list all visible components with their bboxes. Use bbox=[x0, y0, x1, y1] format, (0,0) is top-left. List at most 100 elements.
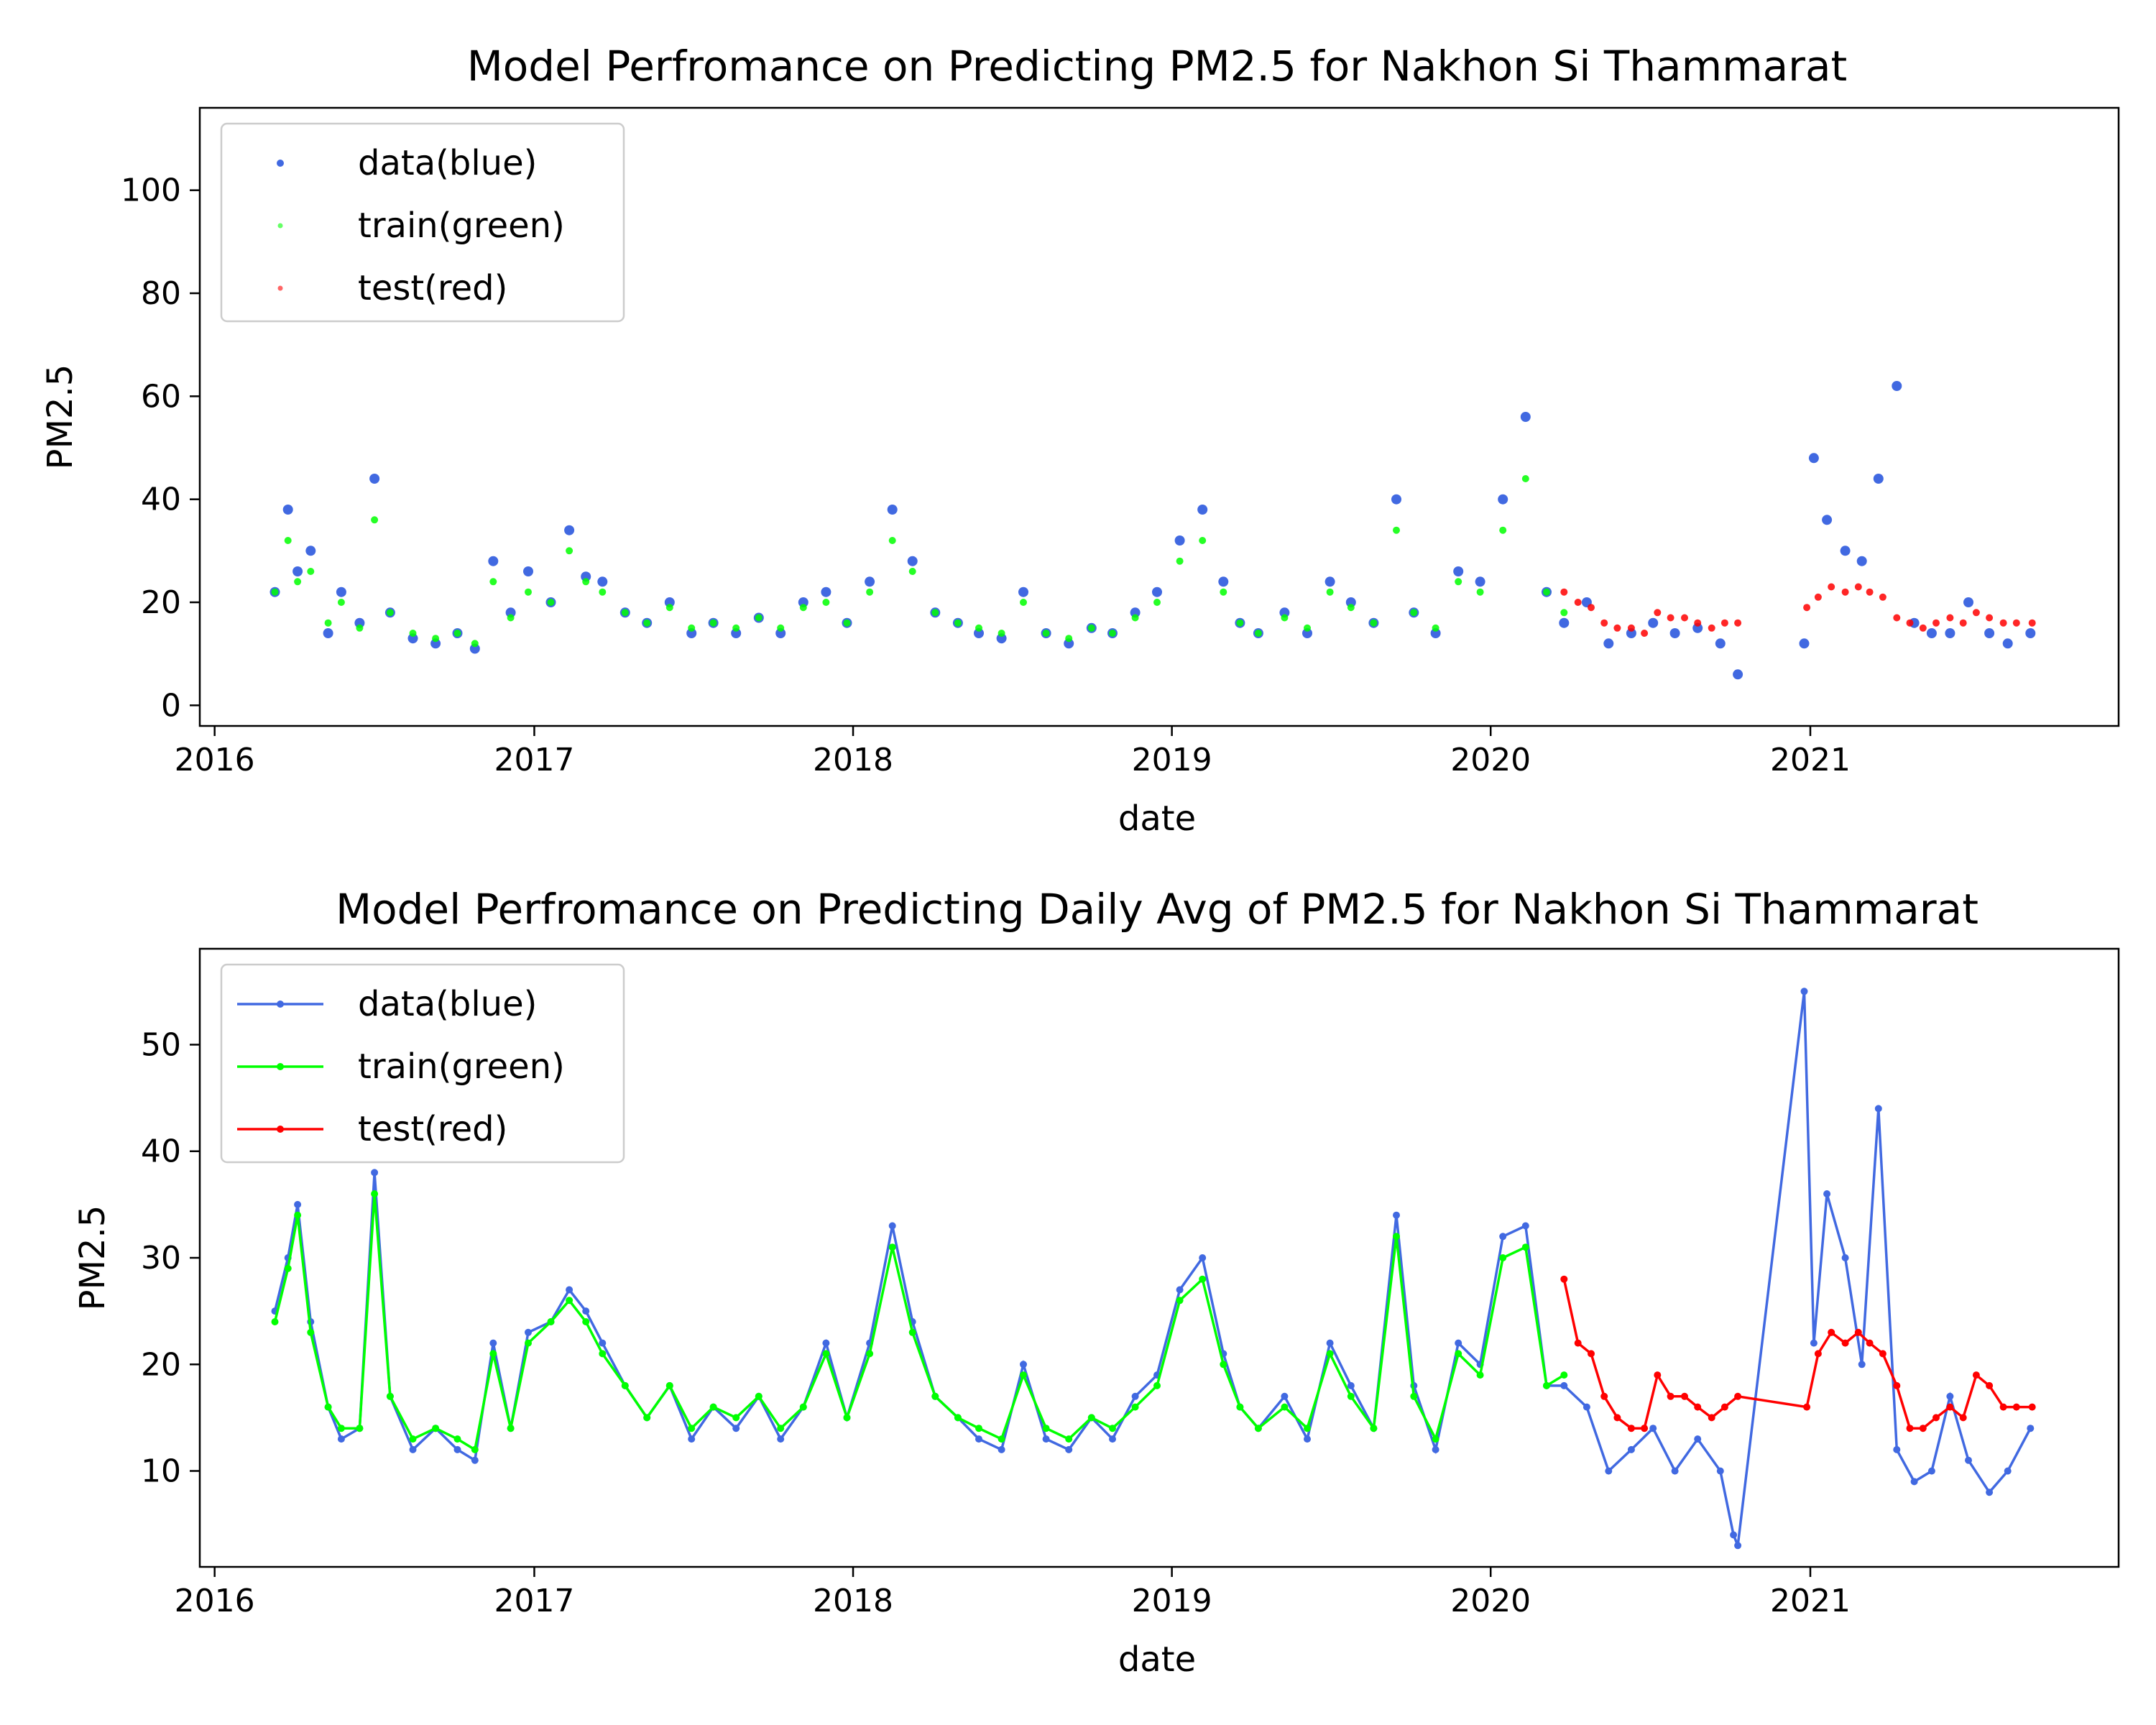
chart-top-point-test bbox=[1560, 588, 1568, 596]
chart-top-point-train bbox=[975, 624, 982, 632]
chart-bottom-legend-box bbox=[220, 963, 625, 1164]
chart-bottom-marker-train bbox=[582, 1318, 590, 1325]
chart-bottom-marker-test bbox=[1600, 1392, 1608, 1400]
chart-bottom-marker-train bbox=[294, 1211, 302, 1219]
chart-bottom-marker-train bbox=[1220, 1361, 1227, 1368]
chart-bottom-marker-train bbox=[1543, 1381, 1550, 1389]
chart-top-point-data bbox=[996, 633, 1007, 644]
chart-top-ytick-label: 0 bbox=[161, 687, 181, 724]
chart-top-xtick-label: 2018 bbox=[813, 742, 893, 778]
chart-bottom-marker-train bbox=[1042, 1425, 1050, 1432]
chart-top-point-train bbox=[1236, 619, 1244, 627]
chart-bottom-marker-data bbox=[1810, 1339, 1818, 1347]
chart-top-point-train bbox=[954, 619, 962, 627]
chart-bottom-marker-data bbox=[1946, 1392, 1954, 1400]
chart-bottom-legend-label-data: data(blue) bbox=[358, 984, 537, 1024]
chart-bottom-marker-data bbox=[1841, 1254, 1849, 1261]
chart-bottom-marker-data bbox=[1020, 1361, 1027, 1368]
chart-top-point-data bbox=[686, 628, 697, 638]
chart-top-legend-marker-test bbox=[277, 285, 283, 291]
chart-top-point-data bbox=[469, 643, 480, 654]
chart-bottom-xtick-label: 2021 bbox=[1770, 1583, 1851, 1619]
chart-bottom-marker-test bbox=[1959, 1414, 1967, 1422]
chart-top-point-data bbox=[1669, 628, 1680, 638]
chart-bottom-xtick-label: 2016 bbox=[175, 1583, 255, 1619]
chart-bottom-series-train bbox=[271, 1190, 1568, 1453]
chart-top-point-data bbox=[1648, 617, 1659, 628]
chart-top-point-train bbox=[432, 635, 440, 643]
chart-top-point-train bbox=[1370, 619, 1378, 627]
chart-top-point-data bbox=[1174, 535, 1185, 546]
chart-top-point-train bbox=[1065, 635, 1073, 643]
chart-bottom-marker-test bbox=[1803, 1403, 1811, 1411]
chart-top-point-data bbox=[1391, 494, 1401, 505]
chart-bottom-marker-train bbox=[866, 1350, 874, 1358]
chart-top-point-test bbox=[1932, 619, 1940, 627]
chart-top-point-data bbox=[1892, 381, 1902, 391]
chart-top-point-train bbox=[1326, 588, 1334, 596]
chart-bottom-marker-data bbox=[1393, 1211, 1400, 1219]
chart-top-point-data bbox=[1799, 638, 1810, 649]
chart-top-legend: data(blue) train(green) test(red) bbox=[220, 122, 625, 323]
chart-top-point-test bbox=[1879, 593, 1886, 601]
chart-bottom-marker-train bbox=[843, 1414, 851, 1422]
chart-top-point-data bbox=[775, 628, 786, 638]
chart-bottom-marker-data bbox=[1583, 1403, 1590, 1411]
chart-bottom-marker-test bbox=[1681, 1392, 1688, 1400]
chart-bottom-marker-test bbox=[1841, 1339, 1849, 1347]
chart-top-ytick-label: 20 bbox=[141, 584, 181, 621]
chart-top-point-data bbox=[323, 628, 333, 638]
chart-top-point-data bbox=[305, 546, 316, 556]
chart-top-point-data bbox=[1520, 412, 1531, 422]
chart-bottom-marker-data bbox=[1986, 1489, 1994, 1496]
chart-bottom-marker-data bbox=[2004, 1467, 2012, 1475]
chart-top-point-test bbox=[1893, 614, 1901, 622]
chart-top-point-train bbox=[1432, 624, 1439, 632]
chart-top-point-train bbox=[732, 624, 740, 632]
chart-bottom-marker-train bbox=[1560, 1371, 1568, 1379]
chart-bottom-ytick-label: 50 bbox=[141, 1026, 181, 1063]
chart-top-point-data bbox=[1430, 628, 1441, 638]
chart-top-point-test bbox=[1866, 588, 1874, 596]
chart-top-point-train bbox=[1109, 630, 1116, 637]
chart-top-point-train bbox=[566, 547, 573, 555]
chart-top-point-data bbox=[354, 617, 365, 628]
chart-top-point-train bbox=[1347, 604, 1355, 612]
chart-top-point-data bbox=[821, 586, 831, 597]
chart-bottom-marker-data bbox=[582, 1307, 590, 1315]
chart-top-point-data bbox=[2002, 638, 2013, 649]
chart-top-point-train bbox=[371, 516, 379, 524]
chart-top-point-data bbox=[581, 571, 591, 582]
chart-top-point-test bbox=[1654, 609, 1662, 617]
chart-bottom-marker-train bbox=[732, 1414, 740, 1422]
chart-top-point-data bbox=[1715, 638, 1726, 649]
chart-bottom-legend-label-test: test(red) bbox=[358, 1109, 507, 1149]
chart-top-title: Model Perfromance on Predicting PM2.5 fo… bbox=[467, 42, 1848, 91]
chart-bottom-marker-train bbox=[1199, 1275, 1207, 1283]
chart-top-point-data bbox=[2025, 628, 2036, 638]
chart-top-ytick-label: 80 bbox=[141, 275, 181, 312]
chart-top-point-data bbox=[1822, 515, 1833, 525]
chart-bottom-marker-train bbox=[1455, 1350, 1462, 1358]
chart-top-point-data bbox=[731, 628, 742, 638]
chart-bottom-marker-train bbox=[566, 1297, 573, 1305]
chart-top-point-data bbox=[887, 505, 898, 515]
chart-top-point-train bbox=[998, 630, 1005, 637]
chart-bottom-marker-data bbox=[1858, 1361, 1866, 1368]
chart-top-point-data bbox=[1626, 628, 1636, 638]
chart-top-point-data bbox=[336, 586, 346, 597]
chart-bottom-marker-train bbox=[507, 1425, 515, 1432]
chart-bottom-ytick-label: 20 bbox=[141, 1346, 181, 1383]
chart-top-point-data bbox=[407, 633, 418, 644]
chart-bottom-marker-train bbox=[1020, 1371, 1027, 1379]
chart-bottom-marker-train bbox=[1410, 1392, 1418, 1400]
chart-bottom-marker-data bbox=[975, 1435, 982, 1443]
chart-top-point-train bbox=[665, 604, 673, 612]
chart-top-point-train bbox=[294, 578, 302, 586]
chart-top-point-data bbox=[1453, 566, 1464, 576]
chart-bottom-marker-train bbox=[1347, 1392, 1355, 1400]
chart-top-point-test bbox=[1972, 609, 1980, 617]
chart-bottom-marker-train bbox=[337, 1425, 345, 1432]
chart-top-point-test bbox=[1854, 583, 1862, 591]
chart-top-point-train bbox=[1476, 588, 1484, 596]
